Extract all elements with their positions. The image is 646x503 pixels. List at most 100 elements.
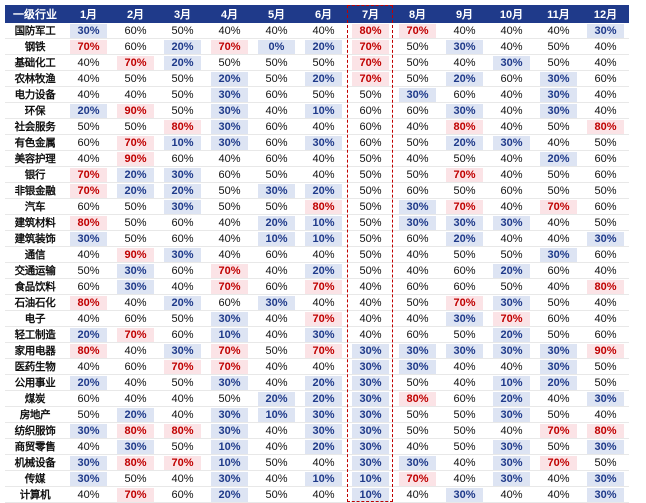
table-row: 银行 70% 20% 30% 60% 50% 40% 50% 50% 70% 40% 50% 60% <box>5 166 629 183</box>
value-text: 80% <box>446 119 483 134</box>
value-cell: 60% <box>65 134 112 151</box>
value-text: 50% <box>359 232 382 245</box>
value-cell: 80% <box>582 278 629 295</box>
header-month: 8月 <box>394 5 441 23</box>
value-cell: 40% <box>65 486 112 503</box>
value-cell: 30% <box>65 230 112 247</box>
value-text: 40% <box>218 232 241 245</box>
value-text: 30% <box>493 343 530 358</box>
value-cell: 40% <box>253 422 300 439</box>
value-text: 30% <box>117 439 154 454</box>
value-cell: 70% <box>65 182 112 199</box>
table-row: 通信 40% 90% 30% 40% 60% 40% 50% 40% 50% 50% 30% 60% <box>5 246 629 263</box>
value-cell: 30% <box>394 86 441 103</box>
value-text: 20% <box>70 327 107 342</box>
value-cell: 30% <box>535 102 582 119</box>
value-cell: 50% <box>535 326 582 343</box>
value-cell: 50% <box>488 246 535 263</box>
value-cell: 30% <box>394 214 441 231</box>
value-cell: 40% <box>253 310 300 327</box>
value-cell: 30% <box>488 406 535 423</box>
value-cell: 30% <box>347 358 394 375</box>
value-cell: 50% <box>394 294 441 311</box>
value-text: 40% <box>218 216 241 229</box>
table-row: 煤炭 60% 40% 40% 50% 20% 20% 30% 80% 60% 20% 40% 30% <box>5 390 629 407</box>
value-cell: 60% <box>253 86 300 103</box>
value-text: 40% <box>77 312 100 325</box>
value-cell: 30% <box>65 23 112 39</box>
value-text: 40% <box>312 488 335 501</box>
table-row: 交通运输 50% 30% 60% 70% 40% 20% 50% 40% 60% 20% 60% 40% <box>5 262 629 279</box>
value-text: 50% <box>406 424 429 437</box>
value-cell: 10% <box>347 486 394 503</box>
value-text: 40% <box>171 472 194 485</box>
value-text: 10% <box>258 231 295 246</box>
value-cell: 40% <box>253 23 300 39</box>
value-cell: 20% <box>300 70 347 87</box>
value-cell: 70% <box>535 198 582 215</box>
value-text: 60% <box>171 216 194 229</box>
table-row: 石油石化 80% 40% 20% 60% 30% 40% 40% 50% 70% 30% 50% 40% <box>5 294 629 311</box>
value-cell: 50% <box>394 38 441 55</box>
value-text: 70% <box>446 167 483 182</box>
value-text: 10% <box>164 135 201 150</box>
value-cell: 30% <box>394 342 441 359</box>
value-text: 40% <box>594 40 617 53</box>
value-text: 30% <box>587 471 624 486</box>
value-cell: 80% <box>347 23 394 39</box>
value-cell: 60% <box>206 294 253 311</box>
value-text: 40% <box>265 24 288 37</box>
value-cell: 50% <box>112 198 159 215</box>
value-text: 90% <box>587 343 624 358</box>
value-text: 40% <box>77 152 100 165</box>
industry-name: 有色金属 <box>5 134 65 151</box>
value-cell: 30% <box>582 470 629 487</box>
value-text: 70% <box>352 39 389 54</box>
value-cell: 40% <box>535 278 582 295</box>
value-cell: 40% <box>65 310 112 327</box>
value-text: 70% <box>211 359 248 374</box>
value-text: 20% <box>305 39 342 54</box>
value-cell: 50% <box>535 406 582 423</box>
value-cell: 70% <box>441 166 488 183</box>
value-text: 40% <box>124 376 147 389</box>
value-text: 60% <box>594 72 617 85</box>
value-text: 50% <box>547 40 570 53</box>
value-cell: 30% <box>582 438 629 455</box>
value-text: 60% <box>453 264 476 277</box>
value-text: 20% <box>493 263 530 278</box>
value-text: 40% <box>265 264 288 277</box>
value-cell: 50% <box>394 374 441 391</box>
value-cell: 60% <box>112 38 159 55</box>
value-cell: 20% <box>488 262 535 279</box>
value-text: 40% <box>77 488 100 501</box>
value-cell: 30% <box>300 422 347 439</box>
value-text: 20% <box>70 375 107 390</box>
value-cell: 20% <box>112 406 159 423</box>
table-row: 国防军工 30% 60% 50% 40% 40% 40% 80% 70% 40% 40% 40% 30% <box>5 23 629 39</box>
value-cell: 60% <box>65 198 112 215</box>
value-cell: 50% <box>206 182 253 199</box>
value-cell: 60% <box>253 118 300 135</box>
value-cell: 40% <box>65 358 112 375</box>
value-text: 30% <box>587 23 624 38</box>
value-text: 40% <box>77 56 100 69</box>
table-row: 环保 20% 90% 50% 30% 40% 10% 60% 60% 30% 40% 30% 40% <box>5 102 629 119</box>
value-cell: 50% <box>253 486 300 503</box>
value-text: 50% <box>312 88 335 101</box>
value-cell: 60% <box>65 278 112 295</box>
value-text: 60% <box>594 248 617 261</box>
value-text: 40% <box>359 296 382 309</box>
value-cell: 60% <box>582 70 629 87</box>
value-cell: 40% <box>488 102 535 119</box>
value-text: 40% <box>594 408 617 421</box>
value-text: 50% <box>171 312 194 325</box>
value-cell: 40% <box>535 230 582 247</box>
value-cell: 40% <box>394 486 441 503</box>
value-text: 40% <box>406 264 429 277</box>
value-text: 40% <box>312 456 335 469</box>
industry-name: 计算机 <box>5 486 65 503</box>
value-text: 30% <box>211 135 248 150</box>
value-text: 50% <box>547 328 570 341</box>
value-text: 40% <box>547 216 570 229</box>
